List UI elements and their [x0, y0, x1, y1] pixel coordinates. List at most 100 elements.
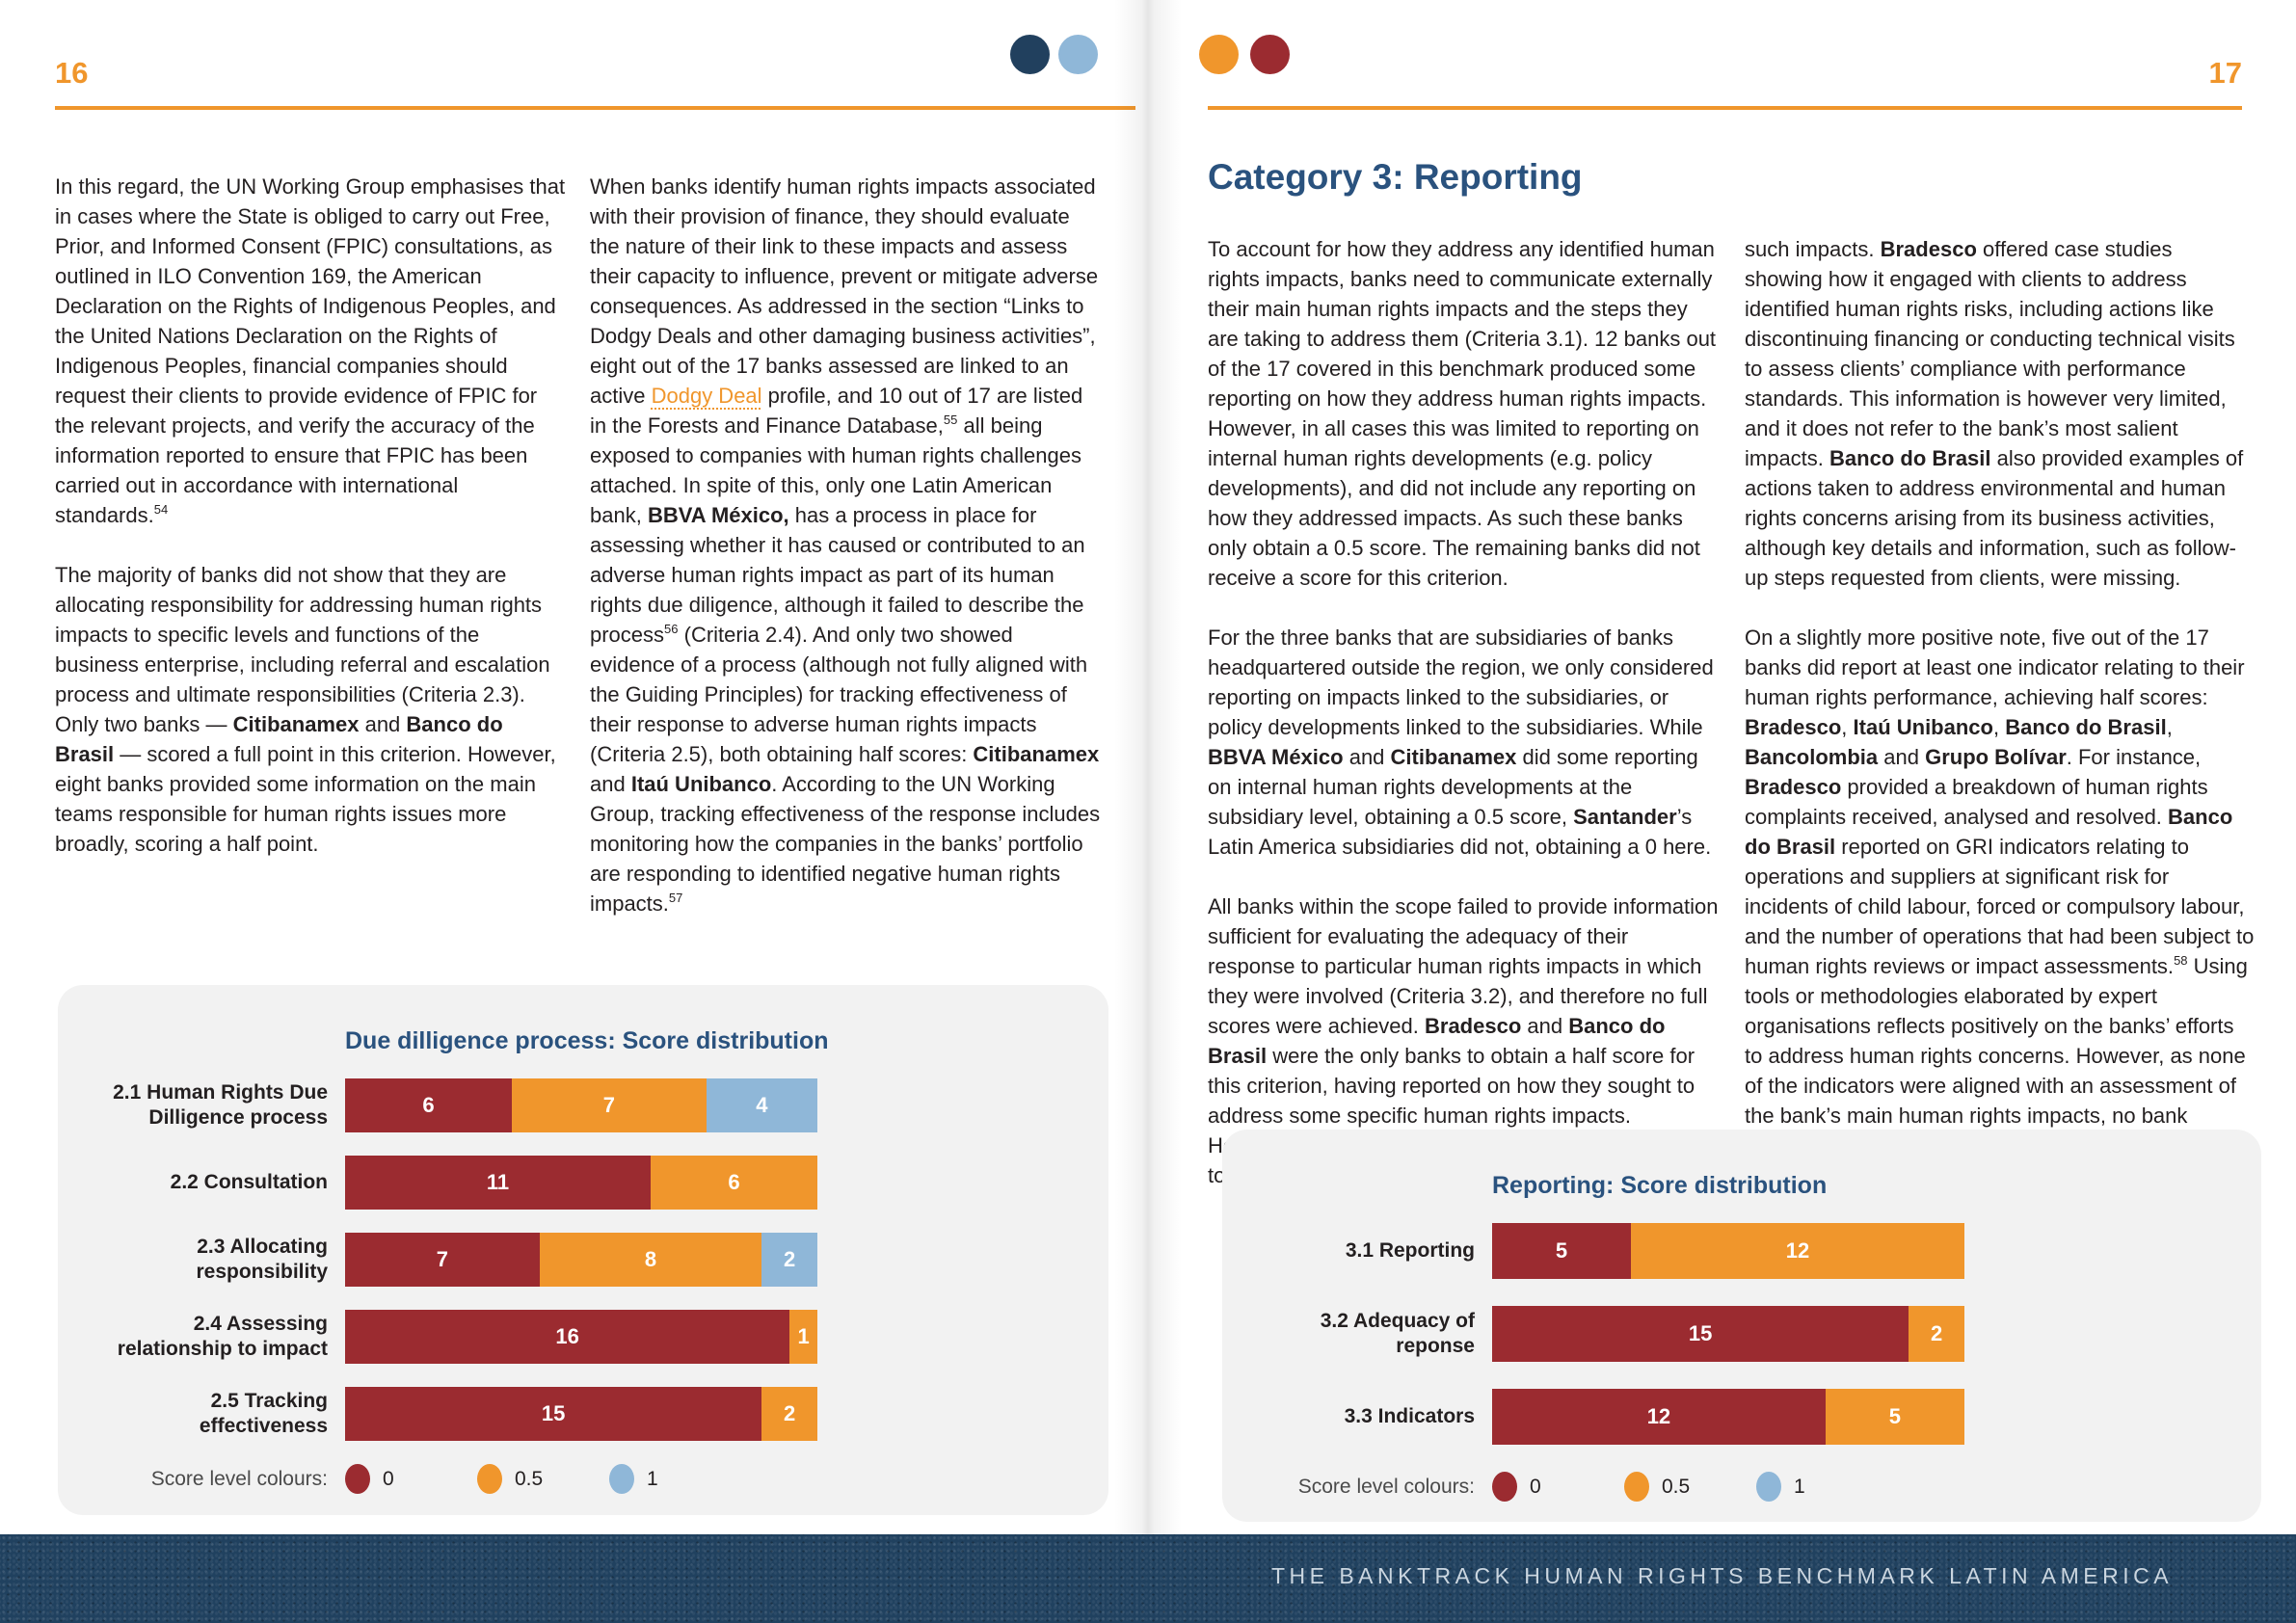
body-text: , — [1992, 715, 2006, 739]
paragraph: To account for how they address any iden… — [1208, 234, 1719, 593]
legend-value: 1 — [647, 1467, 658, 1490]
legend-item-score-0: 0 — [345, 1464, 477, 1494]
paragraph: For the three banks that are subsidiarie… — [1208, 623, 1719, 862]
legend-items: 0 0.5 1 — [1492, 1472, 1888, 1502]
decorative-dot-red-icon — [1250, 35, 1290, 74]
bank-name: Banco do Brasil — [55, 712, 503, 766]
body-text: and — [1521, 1014, 1569, 1038]
decorative-dot-navy-icon — [1010, 35, 1050, 74]
body-text: Using tools or methodologies elaborated … — [1745, 954, 2248, 1157]
legend-label: Score level colours: — [1297, 1475, 1475, 1498]
bank-name: BBVA México, — [647, 503, 789, 527]
bar-segment-score-0: 12 — [1492, 1389, 1826, 1445]
body-text: On a slightly more positive note, five o… — [1745, 625, 2245, 709]
legend-value: 0 — [383, 1467, 394, 1490]
bank-name: Bradesco — [1880, 237, 1977, 261]
body-text: such impacts. — [1745, 237, 1881, 261]
chart-row-label: 3.3 Indicators — [1344, 1405, 1475, 1427]
page-spine-shadow — [1114, 0, 1182, 1534]
footnote-reference: 54 — [153, 501, 169, 517]
footnote-reference: 55 — [943, 412, 958, 427]
bar-segment-score-0.5: 8 — [539, 1233, 762, 1287]
bank-name: Santander — [1573, 805, 1677, 829]
chart-legend: Score level colours: 0 0.5 1 — [58, 1464, 1108, 1494]
legend-item-score-0.5: 0.5 — [1624, 1472, 1756, 1502]
page-number-left: 16 — [55, 56, 89, 90]
bank-name: Bradesco — [1745, 775, 1842, 799]
footer-band — [0, 1534, 2296, 1623]
stacked-bar: 15 2 — [1492, 1306, 1964, 1362]
bar-segment-score-1: 4 — [706, 1078, 817, 1132]
legend-swatch-icon — [345, 1464, 370, 1494]
legend-value: 0.5 — [515, 1467, 544, 1490]
stacked-bar: 5 12 — [1492, 1223, 1964, 1279]
chart-row-label: 2.5 Tracking effectiveness — [199, 1390, 328, 1437]
legend-swatch-icon — [1624, 1472, 1649, 1502]
chart-row-label: 2.3 Allocating responsibility — [196, 1236, 328, 1283]
bank-name: Itaú Unibanco — [630, 772, 772, 796]
body-text: has a process in place for assessing whe… — [590, 503, 1085, 647]
legend-item-score-0.5: 0.5 — [477, 1464, 609, 1494]
paragraph: such impacts. Bradesco offered case stud… — [1745, 234, 2256, 593]
body-text: (Criteria 2.4). And only two showed evid… — [590, 623, 1088, 766]
legend-value: 0.5 — [1662, 1475, 1691, 1498]
paragraph: When banks identify human rights impacts… — [590, 172, 1101, 918]
body-text: ’s Latin America subsidiaries did not, o… — [1208, 805, 1712, 859]
body-text: and — [1878, 745, 1926, 769]
text-column-right: When banks identify human rights impacts… — [590, 172, 1101, 948]
chart-row: 3.1 Reporting 5 12 — [1222, 1223, 2261, 1279]
bank-name: Grupo Bolívar — [1925, 745, 2067, 769]
chart-row: 3.2 Adequacy of reponse 15 2 — [1222, 1306, 2261, 1362]
paragraph: The majority of banks did not show that … — [55, 560, 566, 859]
legend-item-score-1: 1 — [609, 1464, 741, 1494]
legend-label: Score level colours: — [150, 1467, 328, 1490]
bank-name: Citibanamex — [1390, 745, 1517, 769]
chart-row: 2.4 Assessing relationship to impact 16 1 — [58, 1310, 1108, 1364]
bar-segment-score-1: 2 — [761, 1233, 817, 1287]
category-heading: Category 3: Reporting — [1208, 157, 1583, 197]
bank-name: Citibanamex — [973, 742, 1100, 766]
body-text: and — [590, 772, 631, 796]
chart-row-label: 2.1 Human Rights Due Dilligence process — [113, 1081, 328, 1129]
body-text: did some reporting on internal human rig… — [1208, 745, 1698, 829]
bank-name: Itaú Unibanco — [1853, 715, 1993, 739]
body-text: offered case studies showing how it enga… — [1745, 237, 2235, 470]
chart-title: Due dilligence process: Score distributi… — [345, 1027, 829, 1054]
legend-swatch-icon — [1756, 1472, 1781, 1502]
body-text: . For instance, — [2066, 745, 2202, 769]
chart-row: 3.3 Indicators 12 5 — [1222, 1389, 2261, 1445]
legend-item-score-0: 0 — [1492, 1472, 1624, 1502]
bank-name: Banco do Brasil — [1208, 1014, 1666, 1068]
body-text: — scored a full point in this criterion.… — [55, 742, 556, 856]
body-text: also provided examples of actions taken … — [1745, 446, 2244, 590]
bar-segment-score-0: 7 — [345, 1233, 540, 1287]
bank-name: Banco do Brasil — [1829, 446, 1991, 470]
decorative-dot-lightblue-icon — [1058, 35, 1098, 74]
footnote-reference: 58 — [2174, 952, 2188, 968]
bank-name: Citibanamex — [232, 712, 360, 736]
chart-due-diligence-score-distribution: Due dilligence process: Score distributi… — [58, 985, 1108, 1515]
body-text: . According to the UN Working Group, tra… — [590, 772, 1101, 916]
body-text: reported on GRI indicators relating to o… — [1745, 835, 2255, 978]
bar-segment-score-0.5: 1 — [789, 1310, 817, 1364]
bank-name: Bradesco — [1745, 715, 1842, 739]
chart-row-label: 2.2 Consultation — [170, 1171, 328, 1193]
bar-segment-score-0.5: 2 — [761, 1387, 817, 1441]
legend-item-score-1: 1 — [1756, 1472, 1888, 1502]
bar-segment-score-0: 5 — [1492, 1223, 1632, 1279]
bar-segment-score-0.5: 12 — [1631, 1223, 1964, 1279]
header-rule-right — [1208, 106, 2242, 110]
body-text: The majority of banks did not show that … — [55, 563, 550, 736]
bar-segment-score-0.5: 6 — [651, 1156, 817, 1210]
chart-row: 2.5 Tracking effectiveness 15 2 — [58, 1387, 1108, 1441]
dodgy-deal-link[interactable]: Dodgy Deal — [651, 384, 762, 408]
bar-segment-score-0: 15 — [345, 1387, 762, 1441]
chart-row: 2.3 Allocating responsibility 7 8 2 — [58, 1233, 1108, 1287]
stacked-bar: 15 2 — [345, 1387, 817, 1441]
text-column-right: such impacts. Bradesco offered case stud… — [1745, 234, 2256, 1190]
chart-title: Reporting: Score distribution — [1492, 1172, 1828, 1199]
body-text: profile, and 10 out of 17 are listed in … — [590, 384, 1083, 438]
legend-value: 0 — [1530, 1475, 1541, 1498]
chart-row-label: 3.2 Adequacy of reponse — [1320, 1310, 1475, 1357]
